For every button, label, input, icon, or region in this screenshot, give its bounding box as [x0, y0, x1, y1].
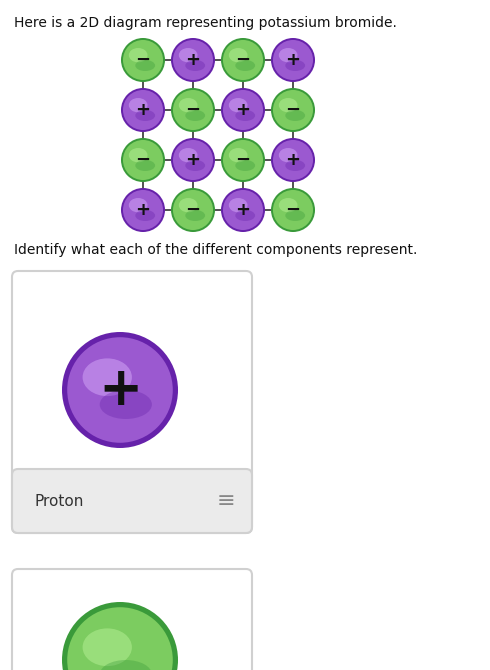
Ellipse shape — [135, 210, 155, 221]
Text: −: − — [185, 201, 200, 219]
Text: ≡: ≡ — [217, 491, 235, 511]
Ellipse shape — [221, 88, 265, 132]
Ellipse shape — [123, 90, 163, 130]
Text: +: + — [136, 101, 150, 119]
Ellipse shape — [171, 188, 215, 232]
Text: Here is a 2D diagram representing potassium bromide.: Here is a 2D diagram representing potass… — [14, 16, 397, 30]
Ellipse shape — [221, 188, 265, 232]
Ellipse shape — [121, 188, 165, 232]
FancyBboxPatch shape — [12, 569, 252, 670]
Ellipse shape — [121, 138, 165, 182]
Text: +: + — [236, 201, 250, 219]
Ellipse shape — [62, 602, 178, 670]
Text: Proton: Proton — [34, 494, 83, 509]
Text: Identify what each of the different components represent.: Identify what each of the different comp… — [14, 243, 417, 257]
Text: +: + — [186, 51, 200, 69]
Ellipse shape — [285, 210, 305, 221]
Ellipse shape — [185, 110, 205, 121]
Text: −: − — [286, 201, 300, 219]
Ellipse shape — [221, 38, 265, 82]
Ellipse shape — [235, 60, 255, 71]
Ellipse shape — [123, 40, 163, 80]
Ellipse shape — [99, 390, 152, 419]
Ellipse shape — [135, 160, 155, 171]
Ellipse shape — [129, 148, 147, 162]
Ellipse shape — [279, 98, 297, 113]
Ellipse shape — [173, 140, 213, 180]
Ellipse shape — [123, 140, 163, 180]
Ellipse shape — [279, 48, 297, 62]
Ellipse shape — [173, 90, 213, 130]
Ellipse shape — [129, 98, 147, 113]
Text: +: + — [186, 151, 200, 169]
Ellipse shape — [67, 607, 173, 670]
Ellipse shape — [185, 210, 205, 221]
Ellipse shape — [235, 160, 255, 171]
Ellipse shape — [179, 48, 197, 62]
Ellipse shape — [135, 60, 155, 71]
Ellipse shape — [179, 148, 197, 162]
Ellipse shape — [223, 40, 263, 80]
Ellipse shape — [121, 38, 165, 82]
FancyBboxPatch shape — [12, 469, 252, 533]
Ellipse shape — [67, 337, 173, 443]
Ellipse shape — [273, 190, 313, 230]
Ellipse shape — [171, 138, 215, 182]
FancyBboxPatch shape — [12, 271, 252, 533]
Ellipse shape — [273, 90, 313, 130]
Ellipse shape — [279, 148, 297, 162]
Ellipse shape — [185, 60, 205, 71]
Ellipse shape — [229, 98, 247, 113]
Ellipse shape — [83, 628, 132, 666]
Ellipse shape — [223, 140, 263, 180]
Text: −: − — [135, 151, 150, 169]
Text: −: − — [135, 51, 150, 69]
Ellipse shape — [221, 138, 265, 182]
Ellipse shape — [271, 88, 315, 132]
Ellipse shape — [229, 148, 247, 162]
Text: +: + — [286, 151, 300, 169]
Text: −: − — [235, 51, 250, 69]
Ellipse shape — [179, 198, 197, 212]
Text: +: + — [286, 51, 300, 69]
Ellipse shape — [135, 110, 155, 121]
Ellipse shape — [171, 38, 215, 82]
Ellipse shape — [123, 190, 163, 230]
Ellipse shape — [129, 198, 147, 212]
Ellipse shape — [179, 98, 197, 113]
Text: −: − — [235, 151, 250, 169]
Ellipse shape — [271, 188, 315, 232]
Ellipse shape — [171, 88, 215, 132]
Ellipse shape — [83, 358, 132, 396]
Ellipse shape — [279, 198, 297, 212]
Ellipse shape — [273, 40, 313, 80]
Text: −: − — [185, 101, 200, 119]
Ellipse shape — [185, 160, 205, 171]
Ellipse shape — [121, 88, 165, 132]
Ellipse shape — [223, 190, 263, 230]
Ellipse shape — [62, 332, 178, 448]
Ellipse shape — [273, 140, 313, 180]
Text: −: − — [286, 101, 300, 119]
Ellipse shape — [173, 190, 213, 230]
Ellipse shape — [229, 48, 247, 62]
Ellipse shape — [235, 110, 255, 121]
Ellipse shape — [271, 38, 315, 82]
Ellipse shape — [229, 198, 247, 212]
Text: +: + — [98, 364, 142, 416]
Ellipse shape — [285, 60, 305, 71]
Ellipse shape — [235, 210, 255, 221]
Text: +: + — [136, 201, 150, 219]
Ellipse shape — [223, 90, 263, 130]
Ellipse shape — [129, 48, 147, 62]
Ellipse shape — [173, 40, 213, 80]
Ellipse shape — [285, 110, 305, 121]
Ellipse shape — [285, 160, 305, 171]
Text: +: + — [236, 101, 250, 119]
Ellipse shape — [99, 660, 152, 670]
Ellipse shape — [271, 138, 315, 182]
